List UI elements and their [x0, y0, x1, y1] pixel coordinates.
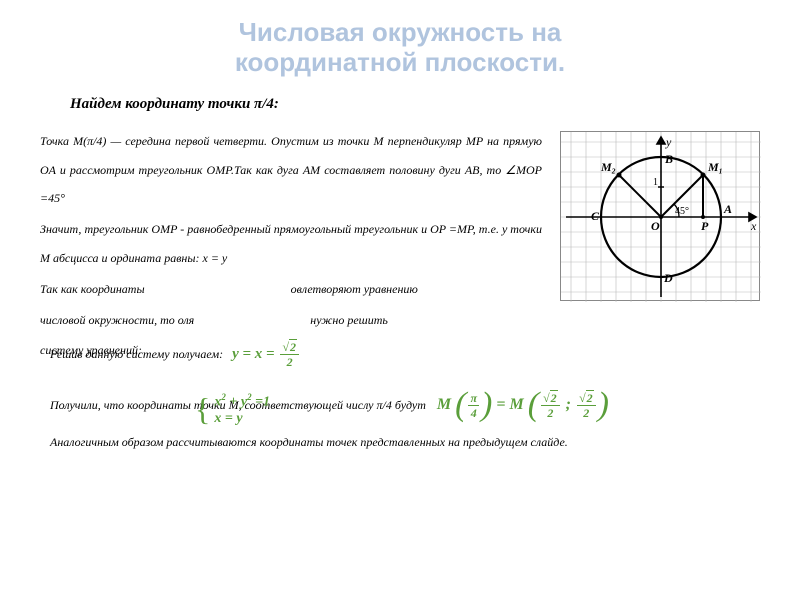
solve-equation: y = x = 2 2 — [232, 346, 301, 362]
label-angle: 45° — [675, 206, 689, 217]
paragraph-3: Так как координаты овлетворяют уравнению — [40, 275, 542, 304]
eq-line1: x2 + y2 =1 — [214, 392, 270, 411]
page-title: Числовая окружность на координатной плос… — [40, 18, 760, 78]
label-M1: M₁ — [707, 160, 723, 174]
equation-system: { x2 + y2 =1 x = y — [195, 392, 270, 428]
label-x: x — [750, 219, 757, 233]
eq-line2: x = y — [214, 411, 270, 428]
subtitle: Найдем координату точки π/4: — [70, 96, 760, 113]
result-line: Получили, что координаты точки M, соотве… — [50, 392, 760, 419]
label-A: A — [723, 202, 732, 216]
paragraph-4: числовой окружности, то оля нужно решить — [40, 306, 542, 335]
label-O: O — [651, 219, 660, 233]
label-D: D — [663, 271, 673, 285]
paragraph-1: Точка M(π/4) — середина первой четверти.… — [40, 127, 542, 213]
label-one: 1 — [653, 177, 658, 188]
title-line2: координатной плоскости. — [235, 47, 565, 77]
brace-icon: { — [195, 397, 210, 423]
paragraph-2: Значит, треугольник OMP - равнобедренный… — [40, 215, 542, 273]
result-equation: M (π4) = M (22 ; 22) — [437, 396, 609, 413]
label-y: y — [665, 135, 672, 149]
content-row: Точка M(π/4) — середина первой четверти.… — [40, 127, 760, 367]
body-text: Точка M(π/4) — середина первой четверти.… — [40, 127, 542, 367]
unit-circle-diagram: y x B C A D O P M₁ M₂ 1 45° — [560, 131, 760, 301]
footer-text: Аналогичным образом рассчитываются коорд… — [50, 435, 760, 450]
label-B: B — [664, 152, 673, 166]
label-P: P — [701, 219, 709, 233]
title-line1: Числовая окружность на — [239, 17, 562, 47]
label-C: C — [591, 209, 600, 223]
label-M2: M₂ — [600, 160, 616, 174]
